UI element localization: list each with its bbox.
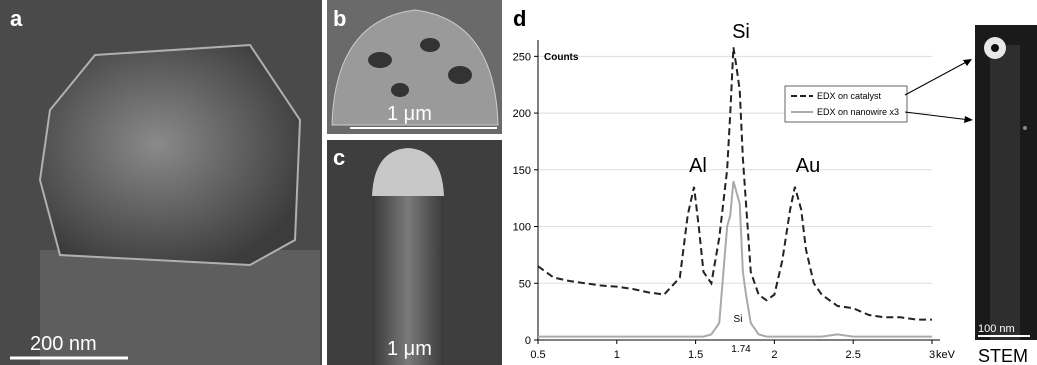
panel-label: a [10, 6, 23, 31]
y-tick-label: 50 [519, 278, 531, 290]
panel-b: b 1 μm [327, 0, 502, 134]
legend-box [784, 85, 908, 123]
annotation: 1.74 [731, 344, 751, 355]
x-tick-label: 0.5 [530, 349, 545, 361]
y-tick-label: 150 [513, 165, 531, 177]
arrow [904, 59, 971, 96]
arrow [904, 111, 971, 121]
y-tick-label: 250 [513, 51, 531, 63]
y-tick-label: 200 [513, 108, 531, 120]
scale-bar-label: 1 μm [387, 338, 432, 360]
x-tick-label: 3 [929, 349, 935, 361]
series-line [538, 180, 932, 338]
chart: d 0 50 100 150 200 250 0.5 1 1.5 2 2.5 3 Counts keV Si A… [513, 6, 956, 361]
panel-label: d [513, 6, 526, 31]
y-tick-label: 0 [525, 335, 531, 347]
legend-label: EDX on catalyst [817, 91, 882, 101]
scale-bar-label: 200 nm [30, 333, 97, 355]
x-axis-label: keV [936, 349, 956, 361]
panel-stem: 100 nm STEM [975, 25, 1037, 365]
annotation: Au [796, 155, 820, 177]
scale-bar-label: 1 μm [387, 103, 432, 125]
annotation: Al [689, 155, 707, 177]
scale-bar-label: 100 nm [978, 323, 1015, 335]
x-tick-label: 1 [614, 349, 620, 361]
panel-label: c [333, 145, 345, 170]
stem-caption: STEM [978, 346, 1028, 365]
annotation: Si [732, 21, 750, 43]
x-tick-label: 1.5 [688, 349, 703, 361]
annotation: Si [734, 314, 743, 325]
panel-label: b [333, 6, 346, 31]
y-tick-label: 100 [513, 222, 531, 234]
panel-c: c 1 μm [327, 140, 502, 365]
x-tick-label: 2 [771, 349, 777, 361]
x-tick-label: 2.5 [846, 349, 861, 361]
panel-a: a 200 nm [0, 0, 322, 365]
y-axis-label: Counts [544, 52, 579, 63]
legend-label: EDX on nanowire x3 [817, 107, 899, 117]
series-line [537, 47, 932, 321]
